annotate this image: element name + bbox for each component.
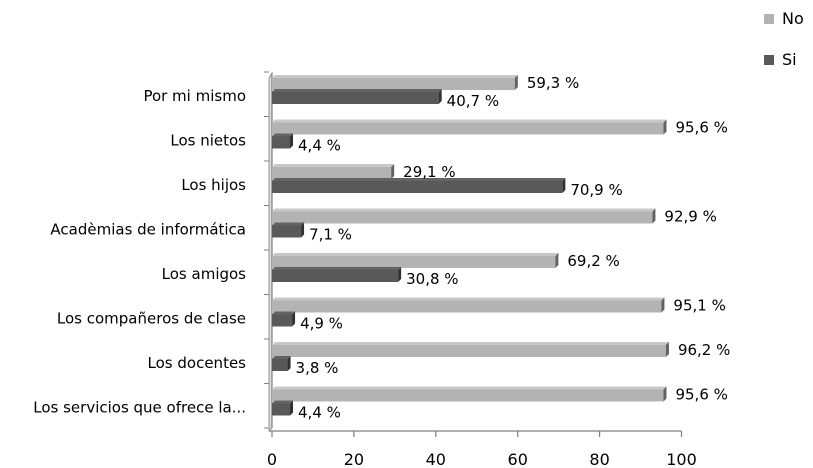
data-label-no: 95,6 % xyxy=(675,119,727,137)
data-label-si: 4,4 % xyxy=(298,404,341,422)
data-label-no: 29,1 % xyxy=(403,163,455,181)
data-label-no: 95,6 % xyxy=(675,386,727,404)
x-tick-label: 40 xyxy=(426,450,446,468)
bar-si xyxy=(272,181,563,193)
category-label: Los compañeros de clase xyxy=(57,310,246,328)
bar-no-side xyxy=(391,164,395,179)
data-label-si: 7,1 % xyxy=(309,226,352,244)
category-label: Acadèmias de informática xyxy=(50,221,246,239)
data-label-no: 69,2 % xyxy=(567,252,619,270)
x-tick-label: 100 xyxy=(666,450,697,468)
bar-no xyxy=(272,389,664,402)
bar-si-side xyxy=(290,133,294,149)
bar-si-top xyxy=(272,267,402,270)
bar-si-side xyxy=(290,400,294,416)
bar-si-side xyxy=(438,89,442,104)
bar-si-top xyxy=(272,133,294,137)
bar-no xyxy=(272,345,666,357)
bar-si xyxy=(272,403,291,416)
category-label: Por mi mismo xyxy=(143,87,246,105)
data-label-si: 4,9 % xyxy=(300,315,343,333)
legend-swatch-si xyxy=(764,55,774,65)
category-label: Los docentes xyxy=(148,354,247,372)
bar-no-top xyxy=(272,75,518,78)
bar-no-top xyxy=(272,297,665,301)
category-label: Los nietos xyxy=(170,132,246,150)
bar-si xyxy=(272,314,293,327)
bar-si-top xyxy=(272,89,442,92)
bar-si xyxy=(272,270,399,282)
data-label-si: 4,4 % xyxy=(298,137,341,155)
bar-si-top xyxy=(272,400,294,404)
bar-no xyxy=(272,211,653,224)
data-label-si: 70,9 % xyxy=(570,181,622,199)
bar-si-side xyxy=(292,311,296,327)
bar-si-side xyxy=(301,222,305,238)
bar-no-top xyxy=(272,208,656,212)
bar-no-side xyxy=(555,253,559,268)
data-label-no: 59,3 % xyxy=(527,74,579,92)
bar-no-top xyxy=(272,164,395,167)
bar-si-side xyxy=(287,356,291,371)
bar-si-top xyxy=(272,356,291,359)
bar-no-side xyxy=(661,297,665,313)
bar-no-side xyxy=(514,75,518,90)
bar-si-side xyxy=(398,267,402,282)
x-tick-label: 60 xyxy=(508,450,528,468)
data-label-no: 92,9 % xyxy=(664,208,716,226)
bar-si-side xyxy=(562,178,566,193)
bar-si-top xyxy=(272,178,566,181)
category-label: Los servicios que ofrece la... xyxy=(33,399,246,417)
bar-si xyxy=(272,359,288,371)
x-tick-label: 0 xyxy=(267,450,277,468)
bar-si xyxy=(272,136,291,149)
data-label-si: 40,7 % xyxy=(447,92,499,110)
bar-no-top xyxy=(272,342,669,345)
bar-si-top xyxy=(272,311,296,315)
bar-no-top xyxy=(272,386,667,390)
legend-label-si: Si xyxy=(782,50,797,69)
category-label: Los hijos xyxy=(181,176,246,194)
legend-label-no: No xyxy=(782,9,804,28)
bar-no xyxy=(272,300,662,313)
bar-no-side xyxy=(652,208,656,224)
x-tick-label: 80 xyxy=(589,450,609,468)
bar-si xyxy=(272,225,302,238)
bar-no xyxy=(272,256,556,268)
bar-si xyxy=(272,92,439,104)
bar-no-top xyxy=(272,119,667,123)
x-tick-label: 20 xyxy=(344,450,364,468)
bar-no-side xyxy=(663,386,667,402)
bar-no-top xyxy=(272,253,559,256)
bar-no xyxy=(272,78,515,90)
bar-no-side xyxy=(663,119,667,135)
bar-no xyxy=(272,167,392,179)
bar-no-side xyxy=(665,342,669,357)
bar-no xyxy=(272,122,664,135)
legend-swatch-no xyxy=(764,14,774,24)
data-label-no: 95,1 % xyxy=(673,297,725,315)
data-label-no: 96,2 % xyxy=(678,341,730,359)
data-label-si: 3,8 % xyxy=(296,359,339,377)
category-label: Los amigos xyxy=(162,265,247,283)
data-label-si: 30,8 % xyxy=(406,270,458,288)
bar-si-top xyxy=(272,222,305,226)
